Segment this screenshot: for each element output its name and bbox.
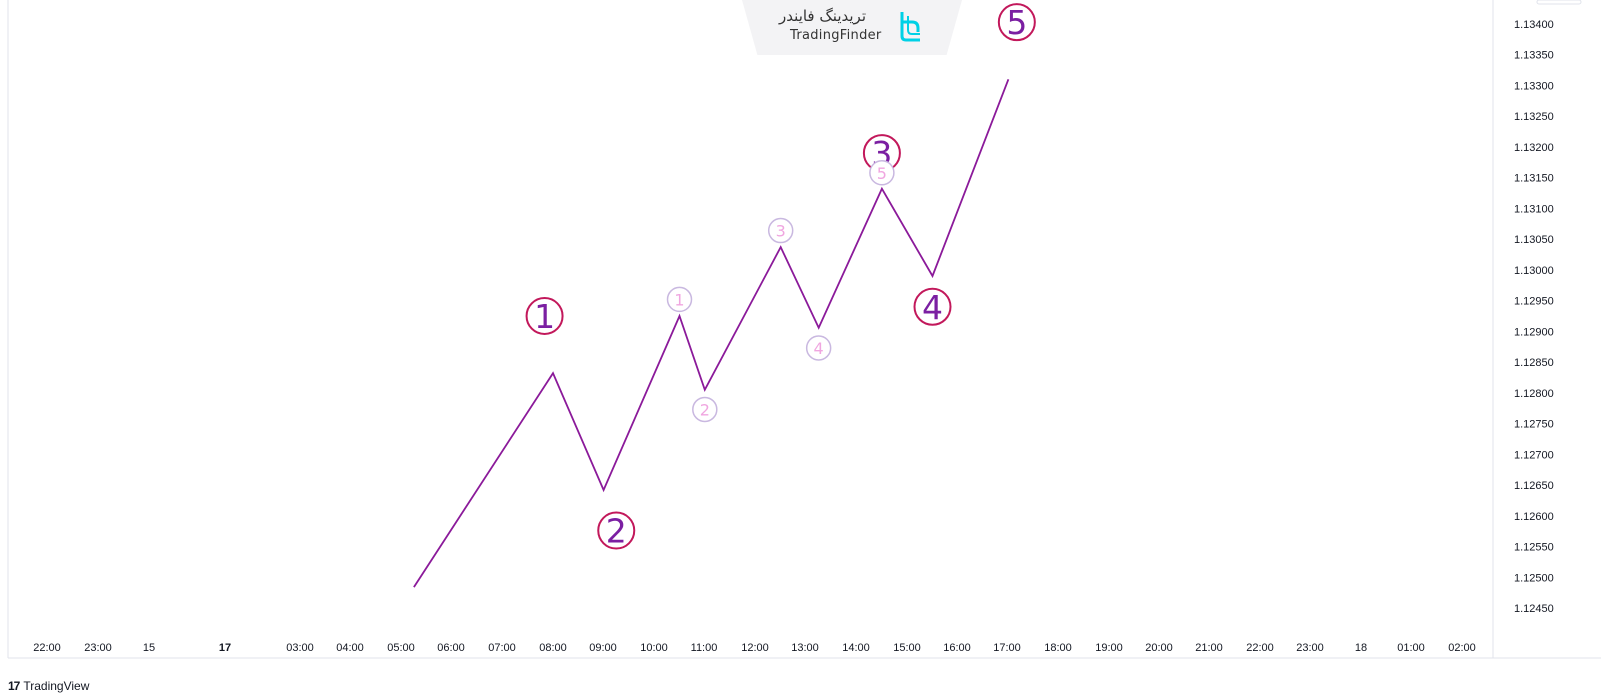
brand-name-en: TradingFinder xyxy=(790,28,882,43)
tradingview-logo-icon: 17 xyxy=(8,679,20,693)
y-tick-label: 1.12800 xyxy=(1514,388,1554,400)
tradingfinder-logo-icon xyxy=(900,12,920,42)
major-wave-number: 5 xyxy=(1006,3,1027,42)
x-tick-label: 14:00 xyxy=(842,642,870,654)
minor-wave-label: 3 xyxy=(767,217,794,244)
x-tick-label: 18:00 xyxy=(1044,642,1072,654)
y-tick-label: 1.12750 xyxy=(1514,419,1554,431)
y-tick-label: 1.13150 xyxy=(1514,173,1554,185)
x-tick-label: 22:00 xyxy=(33,642,61,654)
y-tick-label: 1.13200 xyxy=(1514,142,1554,154)
x-tick-label: 04:00 xyxy=(336,642,364,654)
y-tick-label: 1.12450 xyxy=(1514,603,1554,615)
scale-toggle-button[interactable] xyxy=(1536,0,1582,5)
major-wave-ring xyxy=(997,3,1036,42)
tradingview-footer[interactable]: 17 TradingView xyxy=(8,679,89,693)
plot-area[interactable] xyxy=(8,0,1493,658)
major-wave-number: 2 xyxy=(606,512,627,551)
x-tick-label: 01:00 xyxy=(1397,642,1425,654)
x-tick-label: 13:00 xyxy=(791,642,819,654)
minor-wave-label: 1 xyxy=(666,286,693,313)
major-wave-label: 5 xyxy=(997,3,1036,42)
y-tick-label: 1.13100 xyxy=(1514,203,1554,215)
x-tick-label: 06:00 xyxy=(437,642,465,654)
y-tick-label: 1.12650 xyxy=(1514,480,1554,492)
y-tick-label: 1.12500 xyxy=(1514,572,1554,584)
series-layer xyxy=(413,78,1010,588)
minor-wave-number: 4 xyxy=(814,339,824,358)
x-tick-label: 10:00 xyxy=(640,642,668,654)
y-tick-label: 1.13050 xyxy=(1514,234,1554,246)
x-tick-label: 02:00 xyxy=(1448,642,1476,654)
minor-wave-ring xyxy=(666,286,693,313)
major-wave-label: 1 xyxy=(525,297,564,336)
x-tick-label: 19:00 xyxy=(1095,642,1123,654)
y-tick-label: 1.12550 xyxy=(1514,542,1554,554)
minor-wave-ring xyxy=(767,217,794,244)
y-tick-label: 1.12900 xyxy=(1514,326,1554,338)
x-tick-label: 11:00 xyxy=(691,642,718,654)
minor-wave-label: 4 xyxy=(805,335,832,361)
x-tick-label: 12:00 xyxy=(741,642,769,654)
y-tick-label: 1.12600 xyxy=(1514,511,1554,523)
y-tick-label: 1.12850 xyxy=(1514,357,1554,369)
y-tick-label: 1.12700 xyxy=(1514,449,1554,461)
minor-wave-ring xyxy=(805,335,832,361)
elliott-wave-line xyxy=(413,78,1010,588)
minor-wave-number: 2 xyxy=(700,400,710,419)
x-tick-label: 21:00 xyxy=(1195,642,1223,654)
x-tick-label: 18 xyxy=(1355,642,1367,654)
y-tick-label: 1.13000 xyxy=(1514,265,1554,277)
x-tick-label: 15:00 xyxy=(893,642,921,654)
minor-wave-number: 5 xyxy=(877,164,887,183)
tradingfinder-watermark: تریدینگ فایندر TradingFinder xyxy=(742,0,962,55)
major-wave-number: 4 xyxy=(922,288,943,327)
x-tick-label: 07:00 xyxy=(488,642,516,654)
x-tick-label: 16:00 xyxy=(943,642,971,654)
minor-wave-number: 1 xyxy=(674,290,684,309)
minor-wave-label: 5 xyxy=(869,160,895,186)
x-tick-label: 23:00 xyxy=(1296,642,1324,654)
x-tick-label: 20:00 xyxy=(1145,642,1173,654)
x-tick-label: 17:00 xyxy=(993,642,1021,654)
time-axis[interactable]: 22:00 23:00 15 17 03:00 04:00 05:00 06:00 07:00 0… xyxy=(33,642,1476,654)
x-tick-label: 05:00 xyxy=(387,642,415,654)
tradingview-footer-label: TradingView xyxy=(23,679,90,693)
major-wave-ring xyxy=(597,511,636,550)
major-wave-number: 1 xyxy=(534,297,555,336)
minor-wave-number: 3 xyxy=(776,222,786,241)
x-tick-label: 03:00 xyxy=(286,642,314,654)
y-tick-label: 1.13350 xyxy=(1514,50,1554,62)
minor-wave-label: 2 xyxy=(692,396,718,423)
x-tick-label: 09:00 xyxy=(589,642,617,654)
x-tick-label: 15 xyxy=(143,642,155,654)
y-tick-label: 1.12950 xyxy=(1514,296,1554,308)
brand-name-fa: تریدینگ فایندر xyxy=(779,7,866,25)
minor-wave-ring xyxy=(869,160,895,186)
major-wave-ring xyxy=(913,287,952,326)
y-tick-label: 1.13400 xyxy=(1514,19,1554,31)
x-tick-label: 08:00 xyxy=(539,642,567,654)
minor-wave-ring xyxy=(692,396,718,423)
major-wave-ring xyxy=(525,297,564,335)
major-wave-label: 4 xyxy=(913,287,952,327)
major-wave-label: 2 xyxy=(597,511,636,551)
x-tick-label: 17 xyxy=(219,642,231,654)
x-tick-label: 22:00 xyxy=(1246,642,1274,654)
price-axis[interactable]: 1.13400 1.13350 1.13300 1.13250 1.13200 1.131… xyxy=(1514,19,1554,615)
y-tick-label: 1.13250 xyxy=(1514,111,1554,123)
x-tick-label: 23:00 xyxy=(84,642,112,654)
y-tick-label: 1.13300 xyxy=(1514,80,1554,92)
